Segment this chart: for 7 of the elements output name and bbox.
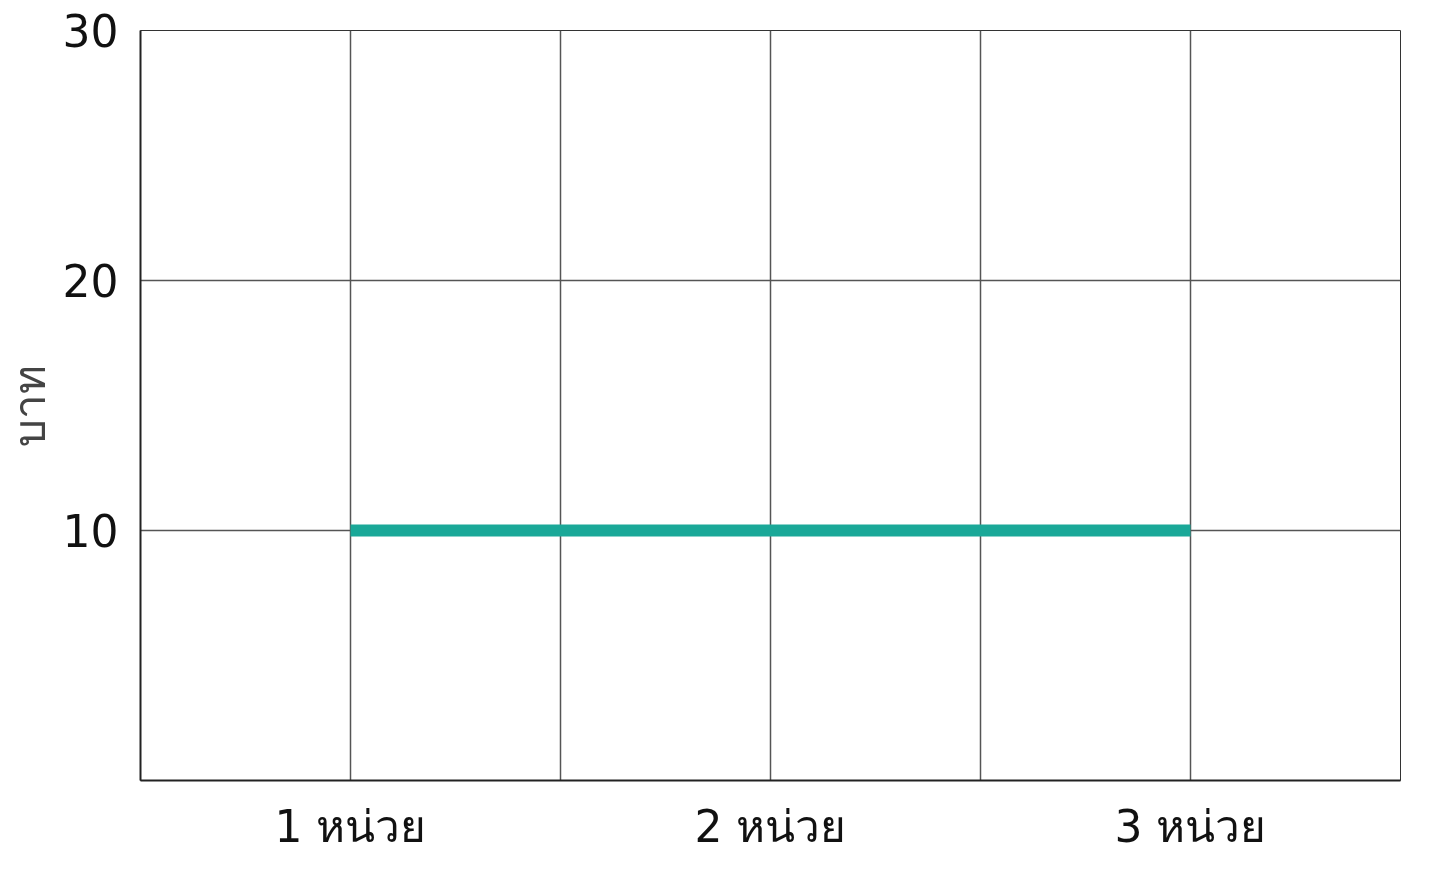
y-tick-label: 30 xyxy=(62,6,119,57)
y-tick-label: 20 xyxy=(62,256,119,307)
y-axis-title: บาท xyxy=(3,364,55,447)
x-tick-label: 2 หน่วย xyxy=(694,800,847,852)
x-tick-label: 3 หน่วย xyxy=(1114,800,1267,852)
x-tick-label: 1 หน่วย xyxy=(274,800,427,852)
y-tick-label: 10 xyxy=(62,506,119,557)
